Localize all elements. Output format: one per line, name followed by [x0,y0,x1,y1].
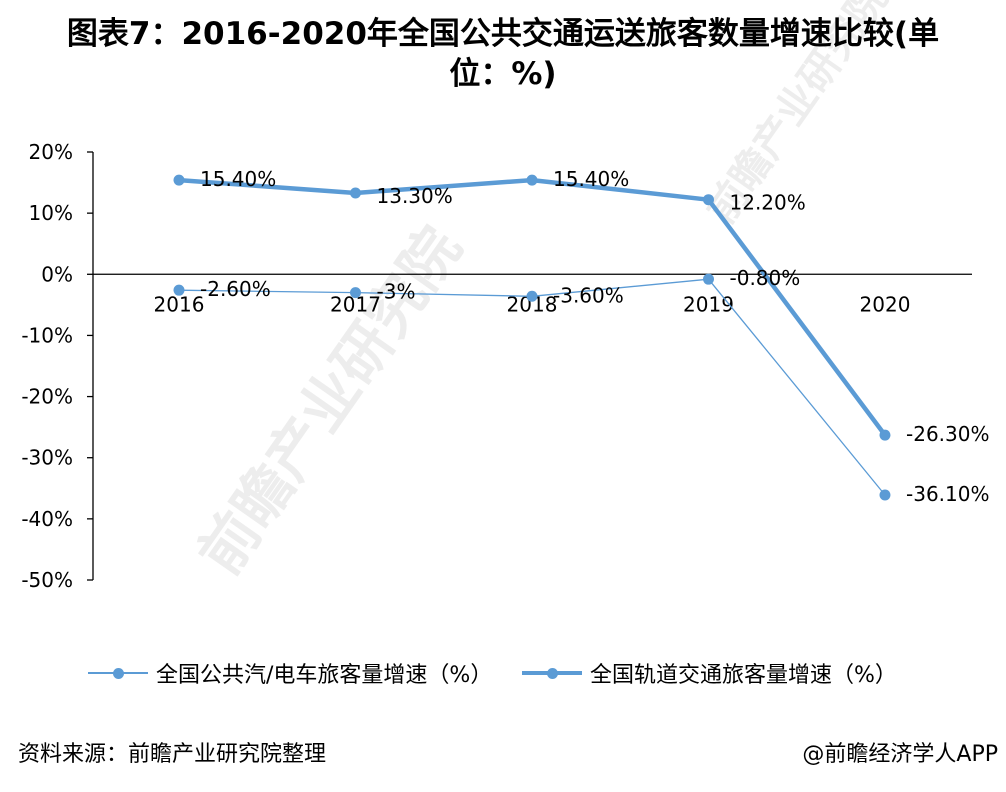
y-tick-label: 10% [29,201,73,225]
data-label-rail: 15.40% [553,167,629,191]
legend-label-rail: 全国轨道交通旅客量增速（%） [590,663,897,688]
data-label-bus: -2.60% [200,277,271,301]
legend-label-bus: 全国公共汽/电车旅客量增速（%） [156,663,493,688]
credit-note: @前瞻经济学人APP [802,742,998,767]
y-tick-label: -50% [21,568,73,592]
legend-swatch-rail [522,663,582,683]
data-label-bus: -36.10% [906,482,989,506]
data-label-bus: -3% [377,280,416,304]
data-point-rail [173,174,185,186]
data-point-bus [879,489,891,501]
chart-title-line-1: 图表7：2016-2020年全国公共交通运送旅客数量增速比较(单 [66,16,940,52]
data-point-rail [350,187,361,199]
legend-swatch-bus [88,663,148,683]
y-tick-label: -40% [21,507,73,531]
x-tick-label: 2019 [683,292,734,316]
data-point-bus [703,273,714,285]
chart-title: 图表7：2016-2020年全国公共交通运送旅客数量增速比较(单 位：%) [0,14,1006,94]
data-point-bus [173,284,185,296]
x-tick-label: 2016 [154,292,205,316]
x-tick-label: 2020 [860,292,911,316]
legend-item-rail: 全国轨道交通旅客量增速（%） [522,655,897,691]
y-tick-label: -10% [21,323,73,347]
y-tick-label: -20% [21,385,73,409]
chart-title-line-2: 位：%) [449,56,557,92]
source-note: 资料来源：前瞻产业研究院整理 [18,742,327,767]
data-point-rail [526,174,538,186]
y-tick-label: 0% [41,262,73,286]
data-label-bus: -0.80% [730,266,801,290]
data-point-rail [879,429,891,441]
y-tick-label: 20% [29,140,73,164]
data-point-bus [350,287,361,299]
data-label-rail: 13.30% [377,184,453,208]
legend-item-bus: 全国公共汽/电车旅客量增速（%） [88,655,492,691]
data-label-bus: -3.60% [553,283,624,307]
data-label-rail: 15.40% [200,167,276,191]
data-point-bus [526,290,538,302]
data-label-rail: 12.20% [730,191,806,215]
data-label-rail: -26.30% [906,422,989,446]
data-point-rail [703,194,714,206]
y-tick-label: -30% [21,446,73,470]
